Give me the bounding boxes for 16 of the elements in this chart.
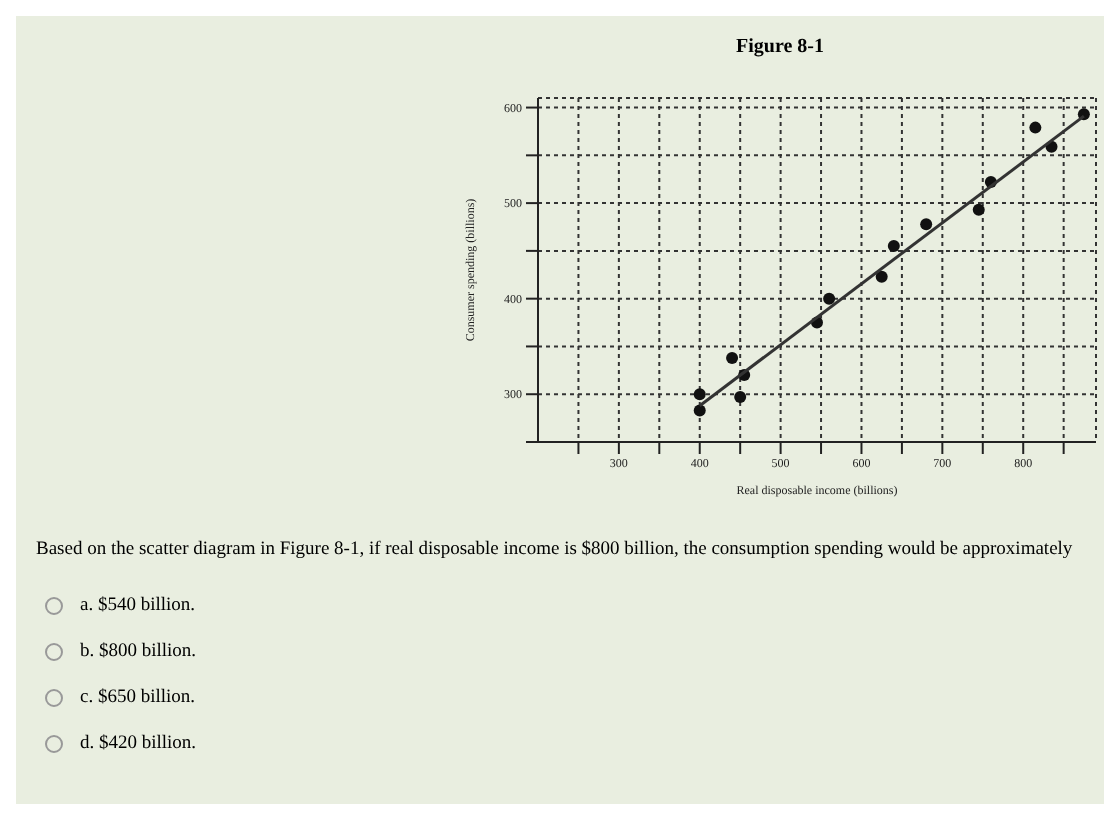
text: a. $540 billion.	[80, 596, 196, 616]
point	[972, 203, 985, 216]
point	[693, 404, 706, 417]
point	[875, 270, 888, 283]
point	[734, 391, 747, 404]
text: Based on the scatter diagram in Figure 8-1, if real disposable income is $800 billion, the consumption spending would be approximately	[36, 540, 1075, 560]
point	[823, 292, 836, 305]
text: d. $420 billion.	[80, 734, 197, 754]
point	[1029, 121, 1042, 134]
point	[887, 240, 900, 253]
text: b. $800 billion.	[80, 642, 197, 662]
text: c. $650 billion.	[80, 688, 196, 708]
chart-title: Figure 8-1	[736, 36, 824, 58]
point	[920, 218, 933, 231]
point	[693, 388, 706, 401]
point	[726, 351, 739, 364]
